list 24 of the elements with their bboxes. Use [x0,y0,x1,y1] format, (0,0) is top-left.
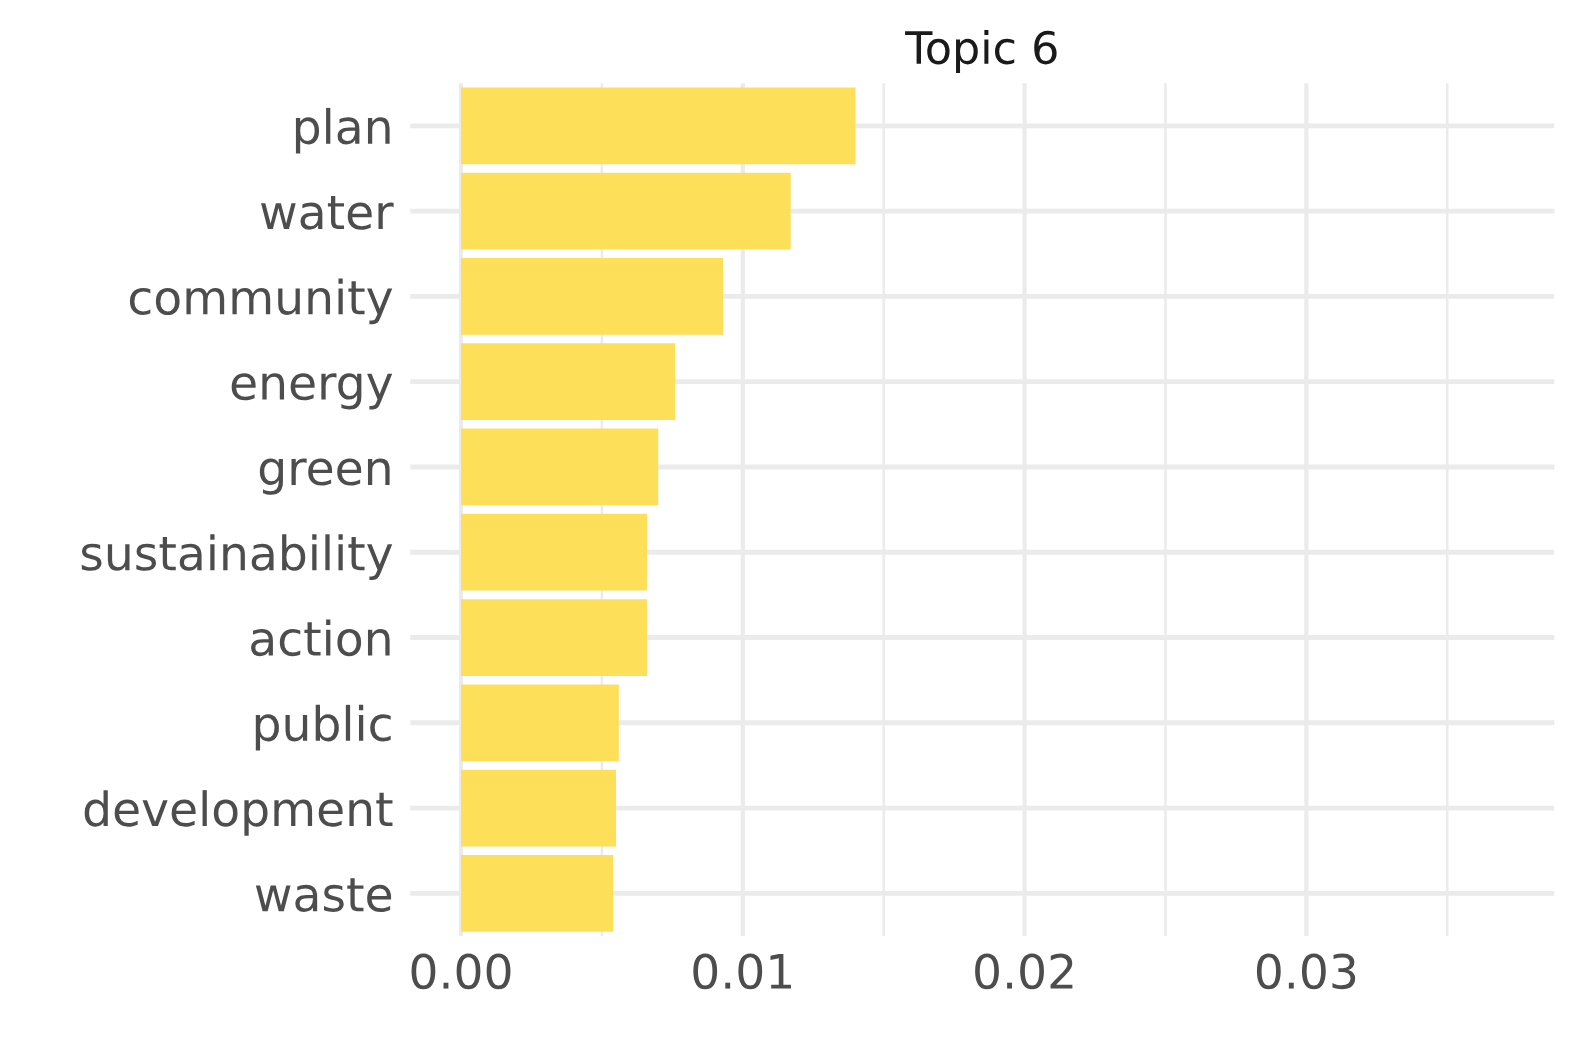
bar [461,428,659,506]
y-tick-label: public [255,704,391,751]
bar [461,513,647,591]
y-tick-label: plan [295,107,390,154]
y-tick-label: community [129,278,393,325]
chart-title: Topic 6 [905,29,1057,73]
y-tick-label: green [259,458,390,495]
y-tick-label: sustainability [81,534,393,580]
y-tick-label: waste [255,878,392,912]
bar [461,172,791,250]
bar [461,769,616,847]
x-tick-label: 0.01 [693,953,791,990]
y-tick-label: development [84,790,393,836]
x-tick-label: 0.00 [411,953,511,990]
y-tick-label: action [251,619,390,657]
bar [461,258,724,335]
y-tick-label: energy [231,373,393,410]
y-tick-label: water [261,195,394,230]
bar [461,854,614,932]
x-tick-label: 0.02 [975,953,1073,990]
bar [461,343,676,421]
bar [461,684,619,762]
x-tick-label: 0.03 [1256,953,1356,990]
bar [461,599,647,676]
